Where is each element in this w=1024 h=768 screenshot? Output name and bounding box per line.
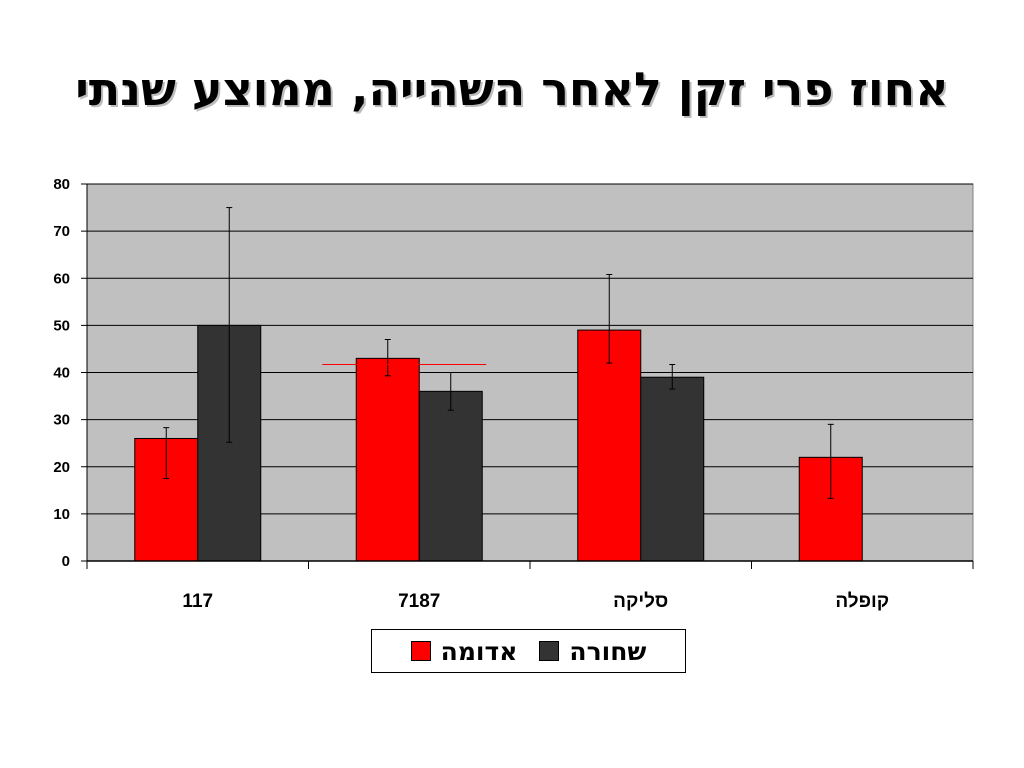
y-tick-label: 50 [53, 317, 70, 334]
x-tick-label: קופלה [835, 591, 889, 612]
bar [418, 390, 483, 562]
legend-label-dark: שחורה [569, 636, 647, 666]
bars [134, 324, 863, 562]
bar [798, 456, 863, 562]
x-tick-label: 117 [182, 591, 213, 612]
chart-title: אחוז פרי זקן לאחר השהייה, ממוצע שנתי [75, 62, 949, 116]
y-tick-label: 10 [53, 506, 70, 523]
legend-label-red: אדומה [440, 636, 518, 666]
y-tick-label: 70 [53, 223, 70, 240]
y-tick-label: 0 [62, 553, 70, 570]
y-tick-label: 80 [53, 176, 70, 193]
legend-swatch-red [410, 641, 431, 661]
bar [355, 357, 420, 562]
x-tick-label: סליקה [613, 591, 668, 612]
legend: אדומה שחורה [371, 629, 686, 673]
legend-swatch-dark [539, 641, 560, 661]
legend-item-red: אדומה [410, 636, 518, 666]
y-tick-label: 60 [53, 270, 70, 287]
axes [86, 184, 974, 569]
y-tick-label: 40 [53, 365, 70, 382]
y-tick-label: 20 [53, 459, 70, 476]
error-bars [163, 207, 834, 499]
x-tick-label: 7187 [398, 591, 440, 612]
bar [577, 329, 642, 562]
y-tick-label: 30 [53, 412, 70, 429]
bar [640, 376, 705, 562]
legend-item-dark: שחורה [539, 637, 646, 666]
axis-labels: 0 10 20 30 40 50 60 70 80 117 7187 סליקה קופלה [53, 176, 889, 612]
